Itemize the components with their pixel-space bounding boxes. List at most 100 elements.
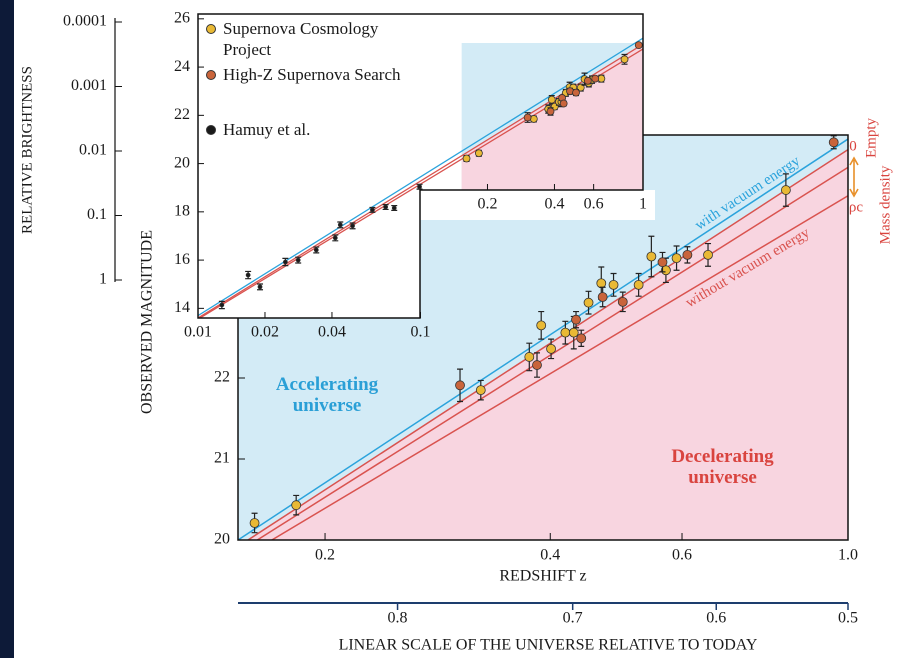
- annotation: Mass density: [877, 165, 893, 244]
- region-label: Decelerating universe: [640, 446, 805, 488]
- data-point: [333, 236, 337, 240]
- inset-x-tick-label: 0.01: [184, 324, 212, 341]
- inset-x-tick-label: 1: [639, 196, 647, 213]
- y-axis-title: OBSERVED MAGNITUDE: [139, 230, 156, 414]
- data-point: [547, 108, 554, 115]
- data-point: [475, 150, 482, 157]
- data-point: [537, 321, 546, 330]
- inset-x-tick-label: 0.04: [318, 324, 346, 341]
- inset-x-tick-label: 0.6: [584, 196, 604, 213]
- data-point: [647, 252, 656, 261]
- data-point: [598, 293, 607, 302]
- annotation: ρc: [849, 199, 863, 215]
- data-point: [258, 285, 262, 289]
- legend-item: Hamuy et al.: [206, 119, 421, 140]
- data-point: [584, 77, 591, 84]
- data-point: [829, 138, 838, 147]
- data-point: [338, 223, 342, 227]
- data-point: [569, 328, 578, 337]
- brightness-axis-title: RELATIVE BRIGHTNESS: [19, 66, 35, 234]
- data-point: [283, 260, 287, 264]
- data-point: [634, 280, 643, 289]
- data-point: [672, 254, 681, 263]
- inset-y-tick-label: 16: [174, 251, 190, 268]
- brightness-tick-label: 0.001: [71, 77, 107, 94]
- brightness-tick-label: 0.1: [87, 206, 107, 223]
- legend-marker: [206, 70, 216, 80]
- data-point: [635, 42, 642, 49]
- data-point: [476, 386, 485, 395]
- inset-x-tick-label: 0.1: [411, 324, 431, 341]
- scale-axis-title: LINEAR SCALE OF THE UNIVERSE RELATIVE TO…: [339, 637, 758, 654]
- data-point: [577, 334, 586, 343]
- data-point: [392, 206, 396, 210]
- data-point: [418, 185, 422, 189]
- x-axis-title: REDSHIFT z: [499, 568, 586, 585]
- data-point: [561, 328, 570, 337]
- y-tick-label: 21: [214, 450, 230, 467]
- data-point: [597, 279, 606, 288]
- data-point: [618, 297, 627, 306]
- data-point: [314, 248, 318, 252]
- scale-tick-label: 0.8: [388, 610, 408, 627]
- data-point: [560, 100, 567, 107]
- data-point: [609, 280, 618, 289]
- annotation: Empty: [863, 118, 879, 158]
- inset-y-tick-label: 24: [174, 58, 190, 75]
- scale-tick-label: 0.6: [706, 610, 726, 627]
- inset-x-tick-label: 0.02: [251, 324, 279, 341]
- inset-y-tick-label: 26: [174, 9, 190, 26]
- legend-label: High-Z Supernova Search: [223, 64, 413, 85]
- data-point: [547, 344, 556, 353]
- scale-tick-label: 0.5: [838, 610, 858, 627]
- data-point: [220, 303, 224, 307]
- data-point: [572, 315, 581, 324]
- data-point: [250, 518, 259, 527]
- data-point: [533, 361, 542, 370]
- data-point: [683, 250, 692, 259]
- data-point: [456, 381, 465, 390]
- data-point: [658, 258, 667, 267]
- legend-item: Supernova Cosmology Project: [206, 18, 421, 60]
- data-point: [370, 208, 374, 212]
- data-point: [246, 273, 250, 277]
- x-tick-label: 0.2: [315, 547, 335, 564]
- data-point: [621, 56, 628, 63]
- data-point: [592, 75, 599, 82]
- inset-x-tick-label: 0.2: [477, 196, 497, 213]
- y-tick-label: 20: [214, 531, 230, 548]
- inset-y-tick-label: 20: [174, 154, 190, 171]
- x-tick-label: 0.4: [540, 547, 560, 564]
- y-tick-label: 22: [214, 369, 230, 386]
- inset-x-tick-label: 0.4: [544, 196, 564, 213]
- data-point: [548, 96, 555, 103]
- x-tick-label: 1.0: [838, 547, 858, 564]
- data-point: [384, 205, 388, 209]
- data-point: [525, 352, 534, 361]
- arrow: [850, 158, 858, 196]
- brightness-tick-label: 1: [99, 271, 107, 288]
- data-point: [296, 258, 300, 262]
- x-tick-label: 0.6: [672, 547, 692, 564]
- region-label: Accelerating universe: [262, 374, 392, 416]
- data-point: [524, 114, 531, 121]
- annotation: 0: [849, 138, 857, 154]
- brightness-tick-label: 0.0001: [63, 13, 107, 30]
- data-point: [351, 224, 355, 228]
- brightness-tick-label: 0.01: [79, 142, 107, 159]
- inset-y-tick-label: 14: [174, 299, 190, 316]
- legend-marker: [206, 24, 216, 34]
- data-point: [292, 501, 301, 510]
- chart: with vacuum energywithout vacuum energy0…: [0, 0, 897, 658]
- data-point: [573, 89, 580, 96]
- page: {"chart_data": { "type": "scatter", "x_l…: [0, 0, 897, 658]
- legend-marker: [206, 125, 216, 135]
- data-point: [463, 155, 470, 162]
- inset-y-tick-label: 18: [174, 203, 190, 220]
- legend-label: Hamuy et al.: [223, 119, 413, 140]
- legend-label: Supernova Cosmology Project: [223, 18, 413, 60]
- inset-y-tick-label: 22: [174, 106, 190, 123]
- data-point: [704, 250, 713, 259]
- legend-item: High-Z Supernova Search: [206, 64, 421, 85]
- scale-tick-label: 0.7: [563, 610, 583, 627]
